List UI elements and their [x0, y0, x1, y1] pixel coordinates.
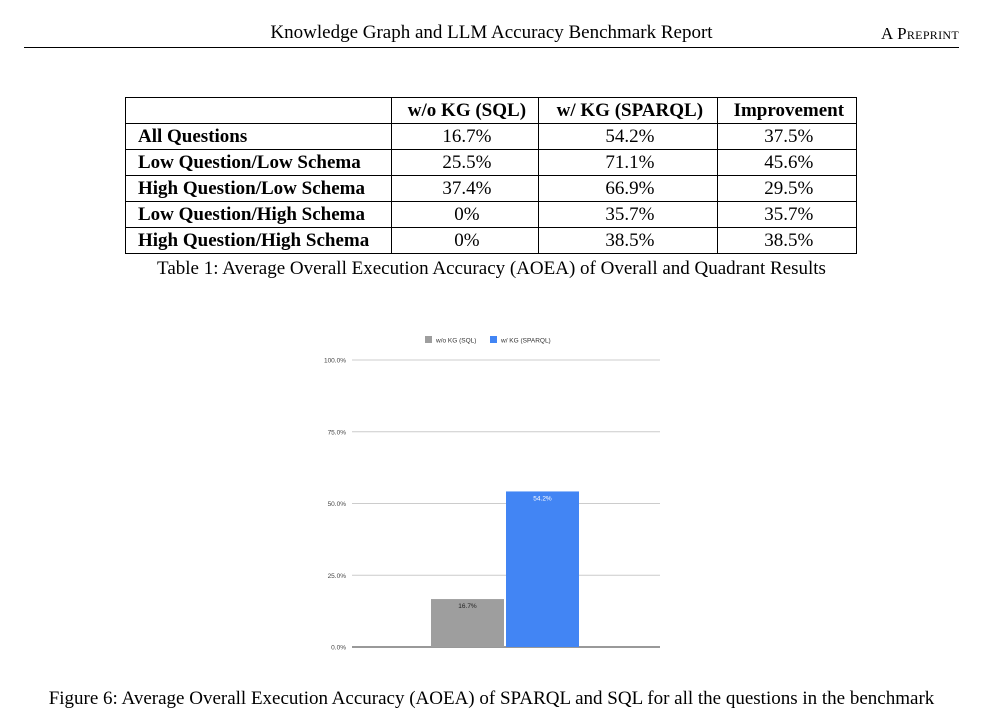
table-row: Low Question/Low Schema 25.5% 71.1% 45.6…: [125, 149, 858, 176]
improvement-cell: 37.5%: [716, 123, 858, 150]
improvement-cell: 45.6%: [716, 149, 858, 176]
sparql-cell: 35.7%: [538, 201, 718, 228]
row-label: High Question/Low Schema: [125, 175, 392, 202]
sparql-cell: 66.9%: [538, 175, 718, 202]
row-label: Low Question/High Schema: [125, 201, 392, 228]
improvement-cell: 29.5%: [716, 175, 858, 202]
sql-cell: 0%: [390, 201, 540, 228]
figure-caption: Figure 6: Average Overall Execution Accu…: [48, 688, 935, 709]
legend-swatch: [425, 336, 432, 343]
table-row: High Question/Low Schema 37.4% 66.9% 29.…: [125, 175, 858, 202]
table-header-cell: w/ KG (SPARQL): [538, 97, 718, 124]
legend-swatch: [490, 336, 497, 343]
bar-chart: 0.0% 25.0% 50.0% 75.0% 100.0% 16.7% 54.2% w/o K…: [324, 336, 660, 652]
sparql-cell: 54.2%: [538, 123, 718, 150]
sparql-cell: 38.5%: [538, 227, 718, 254]
sparql-cell: 71.1%: [538, 149, 718, 176]
table-header-cell: [125, 97, 392, 124]
improvement-cell: 35.7%: [716, 201, 858, 228]
bar-data-label: 54.2%: [533, 495, 552, 502]
row-label: All Questions: [125, 123, 392, 150]
row-label: High Question/High Schema: [125, 227, 392, 254]
sql-cell: 0%: [390, 227, 540, 254]
y-tick-label: 75.0%: [328, 429, 347, 436]
table-caption: Table 1: Average Overall Execution Accur…: [157, 258, 826, 279]
sql-cell: 16.7%: [390, 123, 540, 150]
bar-data-label: 16.7%: [458, 603, 477, 610]
bar: [431, 599, 504, 647]
header-title: Knowledge Graph and LLM Accuracy Benchma…: [270, 22, 713, 43]
improvement-cell: 38.5%: [716, 227, 858, 254]
bar: [506, 491, 579, 647]
table-row: Low Question/High Schema 0% 35.7% 35.7%: [125, 201, 858, 228]
y-tick-label: 100.0%: [324, 358, 346, 365]
sql-cell: 25.5%: [390, 149, 540, 176]
sql-cell: 37.4%: [390, 175, 540, 202]
y-tick-label: 25.0%: [328, 573, 347, 580]
legend-entry: w/ KG (SPARQL): [500, 338, 551, 345]
table-row: High Question/High Schema 0% 38.5% 38.5%: [125, 227, 858, 254]
table-row: All Questions 16.7% 54.2% 37.5%: [125, 123, 858, 150]
running-header: Knowledge Graph and LLM Accuracy Benchma…: [24, 20, 959, 48]
y-tick-label: 50.0%: [328, 501, 347, 508]
row-label: Low Question/Low Schema: [125, 149, 392, 176]
preprint-label: A Preprint: [880, 24, 959, 43]
legend-entry: w/o KG (SQL): [435, 338, 476, 345]
y-tick-label: 0.0%: [331, 645, 346, 652]
table-header-row: w/o KG (SQL) w/ KG (SPARQL) Improvement: [125, 97, 858, 124]
results-table: w/o KG (SQL) w/ KG (SPARQL) Improvement …: [125, 97, 858, 254]
table-header-cell: Improvement: [716, 97, 858, 124]
table-header-cell: w/o KG (SQL): [390, 97, 540, 124]
